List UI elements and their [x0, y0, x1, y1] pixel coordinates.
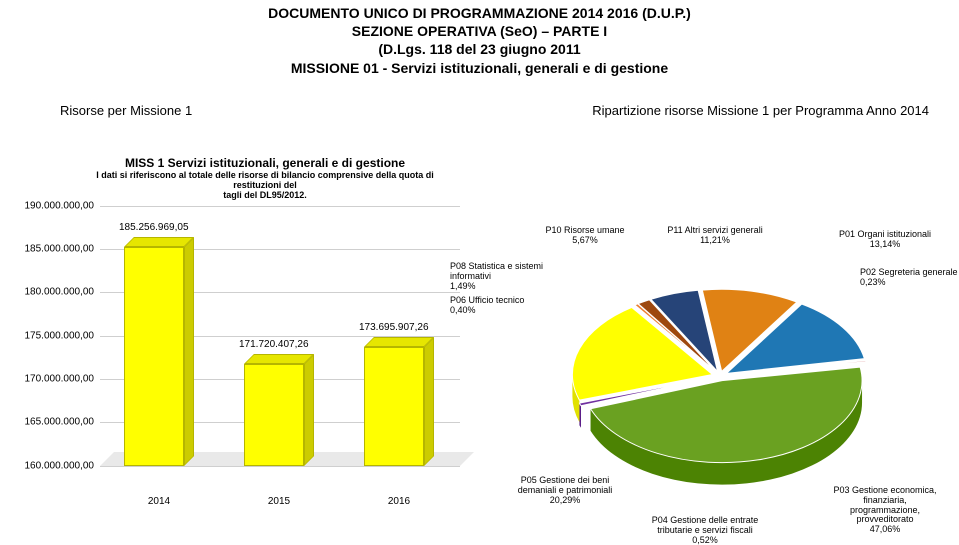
pie-slice-label: P05 Gestione dei beni demaniali e patrim…	[510, 476, 620, 506]
bar-chart-subtitle-1: I dati si riferiscono al totale delle ri…	[80, 170, 450, 190]
bar-chart-y-axis: 190.000.000,00185.000.000,00180.000.000,…	[10, 206, 98, 466]
pie-slice-label: P03 Gestione economica, finanziaria, pro…	[830, 486, 940, 535]
bar-x-label: 2016	[364, 496, 434, 507]
doc-title-line1: DOCUMENTO UNICO DI PROGRAMMAZIONE 2014 2…	[0, 4, 959, 22]
pie-chart-panel: P10 Risorse umane5,67% P11 Altri servizi …	[470, 156, 950, 516]
pie-chart	[510, 226, 890, 506]
bar-chart-y-label: 160.000.000,00	[24, 460, 94, 471]
bar	[244, 364, 314, 466]
bar-chart-y-label: 170.000.000,00	[24, 374, 94, 385]
bar-chart-plot: 185.256.969,05 171.720.407,26 173.695.907,…	[100, 206, 460, 466]
bar-value-label: 171.720.407,26	[239, 339, 309, 350]
bar-chart-y-label: 175.000.000,00	[24, 330, 94, 341]
pie-chart-svg	[510, 226, 890, 506]
bar-chart-y-label: 190.000.000,00	[24, 200, 94, 211]
bar-chart-gridline	[100, 206, 460, 207]
bar-value-label: 185.256.969,05	[119, 222, 189, 233]
pie-slice-label: P02 Segreteria generale0,23%	[860, 268, 959, 288]
doc-title-line3: (D.Lgs. 118 del 23 giugno 2011	[0, 40, 959, 58]
pie-slice-label: P01 Organi istituzionali13,14%	[830, 230, 940, 250]
bar-x-label: 2015	[244, 496, 314, 507]
bar-chart-subtitle-2: tagli del DL95/2012.	[80, 190, 450, 200]
pie-slice-label: P08 Statistica e sistemi informativi1,49…	[450, 262, 560, 292]
bar	[124, 247, 194, 466]
pie-slice-label: P10 Risorse umane5,67%	[530, 226, 640, 246]
right-panel-title: Ripartizione risorse Missione 1 per Prog…	[592, 103, 929, 118]
pie-slice-side	[579, 403, 580, 428]
bar-chart-y-label: 180.000.000,00	[24, 287, 94, 298]
bar-chart-title: MISS 1 Servizi istituzionali, generali e…	[80, 156, 450, 170]
bar-chart-panel: MISS 1 Servizi istituzionali, generali e…	[0, 156, 470, 516]
bar-x-label: 2014	[124, 496, 194, 507]
pie-slice-label: P11 Altri servizi generali11,21%	[660, 226, 770, 246]
bar-value-label: 173.695.907,26	[359, 322, 429, 333]
bar-chart-y-label: 185.000.000,00	[24, 244, 94, 255]
left-panel-title: Risorse per Missione 1	[60, 103, 192, 118]
pie-slice-label: P04 Gestione delle entrate tributarie e …	[650, 516, 760, 545]
doc-title-line4: MISSIONE 01 - Servizi istituzionali, gen…	[0, 59, 959, 77]
bar-chart-y-label: 165.000.000,00	[24, 417, 94, 428]
bar	[364, 347, 434, 466]
bar-chart: 190.000.000,00185.000.000,00180.000.000,…	[10, 206, 470, 516]
doc-title-line2: SEZIONE OPERATIVA (SeO) – PARTE I	[0, 22, 959, 40]
pie-slice-label: P06 Ufficio tecnico0,40%	[450, 296, 560, 316]
